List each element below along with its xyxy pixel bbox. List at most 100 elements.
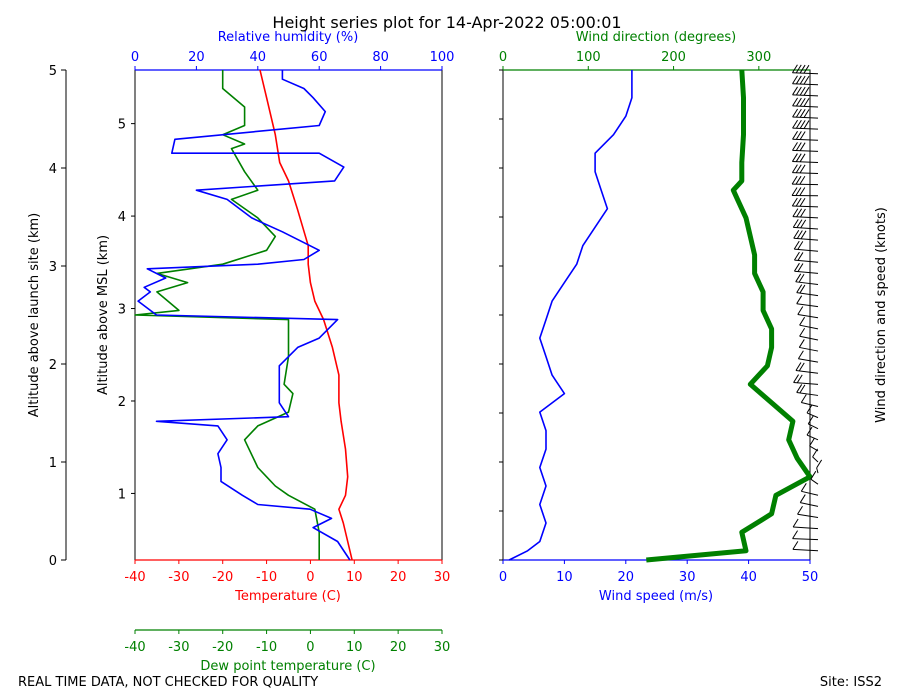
wind-speed-axis-label: Wind speed (m/s): [599, 589, 713, 604]
wind-barb-flag: [799, 75, 806, 85]
wind-barb-flag: [806, 404, 813, 414]
wind-barb-staff: [793, 382, 819, 385]
wind-barb-flag: [792, 208, 799, 217]
wind-barb-flag: [793, 229, 800, 239]
wind-barb-staff: [816, 467, 819, 474]
humidity-tick-label: 0: [131, 50, 139, 65]
wind-barb-flag: [796, 284, 803, 293]
wind-barb-flag: [796, 384, 803, 393]
humidity-tick-label: 20: [188, 50, 205, 65]
wind-speed-tick-label: 10: [556, 570, 573, 585]
wind-speed-tick-label: 30: [679, 570, 696, 585]
wind-direction-axis-label: Wind direction (degrees): [576, 30, 736, 45]
wind-barb-staff: [797, 513, 819, 518]
site-altitude-tick-label: 2: [49, 358, 57, 373]
msl-altitude-axis-label: Altitude above MSL (km): [96, 235, 111, 395]
msl-altitude-tick-label: 4: [118, 210, 126, 225]
wind-barb-flag: [803, 98, 810, 107]
wind-barb-flag: [796, 208, 803, 218]
wind-direction-series-line: [646, 69, 813, 563]
wind-barb-flag: [799, 131, 806, 140]
wind-barb-staff: [806, 434, 819, 441]
humidity-tick-label: 60: [311, 50, 328, 65]
wind-barb-staff: [812, 456, 819, 463]
wind-barb-flag: [799, 109, 806, 118]
wind-barb-flag: [791, 175, 798, 185]
wind-barb-flag: [795, 86, 802, 96]
wind-barb-staff: [792, 161, 819, 163]
wind-barb-flag: [798, 273, 805, 283]
dewpoint-axis-label: Dew point temperature (C): [200, 659, 375, 674]
wind-barb-flag: [799, 97, 806, 107]
wind-barb-flag: [795, 273, 802, 283]
series-layer: [134, 69, 813, 563]
wind-barb-flag: [799, 64, 806, 74]
wind-barb-flag: [799, 208, 806, 218]
wind-barb-staff: [799, 324, 819, 330]
wind-barb-flag: [799, 316, 806, 326]
site-altitude-tick-label: 3: [49, 260, 57, 275]
dewpoint-tick-label: -30: [168, 640, 189, 655]
wind-barb-flag: [793, 374, 799, 383]
wind-barb-flag: [799, 197, 806, 207]
wind-barb-flag: [809, 437, 815, 447]
wind-barb-flag: [797, 252, 804, 261]
wind-speed-tick-label: 0: [499, 570, 507, 585]
wind-speed-tick-label: 50: [802, 570, 819, 585]
wind-barb-flag: [799, 142, 806, 151]
wind-barb-flag: [795, 131, 802, 140]
wind-barb-flag: [793, 240, 800, 250]
wind-barb-staff: [792, 149, 819, 152]
wind-barb-flag: [791, 164, 798, 173]
wind-barb-flag: [792, 518, 799, 528]
msl-altitude-tick-label: 1: [118, 487, 126, 502]
wind-barb-flag: [807, 415, 814, 425]
temperature-series-line: [259, 69, 353, 561]
wind-barb-flag: [795, 75, 802, 85]
humidity-tick-label: 40: [250, 50, 267, 65]
dewpoint-tick-label: -40: [124, 640, 145, 655]
wind-barb-flag: [799, 284, 806, 294]
wind-barb-flag: [795, 164, 802, 174]
wind-barb-staff: [801, 402, 819, 408]
wind-barb-flag: [796, 295, 803, 304]
wind-barb-flag: [799, 164, 806, 174]
wind-barb-flag: [796, 219, 803, 228]
wind-barb-flag: [800, 394, 807, 403]
wind-barb-staff: [798, 358, 819, 363]
wind-barb-flag: [792, 219, 799, 228]
wind-barb-flag: [795, 97, 802, 107]
wind-barb-flag: [816, 459, 823, 469]
wind-speed-series-line: [508, 70, 633, 561]
wind-barb-flag: [795, 64, 802, 74]
wind-barb-flag: [797, 263, 804, 272]
wind-barb-staff: [810, 478, 819, 485]
site-label: Site: ISS2: [820, 675, 882, 690]
temperature-tick-label: 10: [346, 570, 363, 585]
wind-barb-flag: [795, 119, 802, 129]
wind-barb-flag: [799, 384, 806, 394]
wind-barb-flag: [799, 187, 806, 196]
wind-barb-flag: [791, 153, 798, 162]
wind-barb-flag: [799, 328, 806, 337]
wind-barb-flag: [792, 130, 798, 140]
wind-barb-flag: [798, 339, 805, 348]
wind-barb-flag: [795, 175, 802, 185]
wind-direction-tick-label: 100: [576, 50, 601, 65]
wind-barb-flag: [797, 306, 804, 315]
wind-barb-axis-label: Wind direction and speed (knots): [874, 207, 889, 423]
dewpoint-series-line: [134, 70, 320, 560]
dewpoint-tick-label: 0: [306, 640, 314, 655]
msl-altitude-tick-label: 2: [118, 395, 126, 410]
wind-barb-staff: [799, 346, 819, 352]
wind-barb-staff: [794, 248, 819, 252]
wind-barb-flag: [810, 470, 817, 480]
site-altitude-tick-label: 5: [49, 64, 57, 79]
wind-barbs: [791, 64, 823, 552]
humidity-series-line: [137, 70, 351, 561]
wind-barb-flag: [792, 75, 798, 85]
wind-barb-flag: [795, 187, 802, 196]
wind-barb-flag: [800, 219, 807, 229]
humidity-tick-label: 100: [430, 50, 455, 65]
wind-barb-staff: [806, 412, 819, 419]
